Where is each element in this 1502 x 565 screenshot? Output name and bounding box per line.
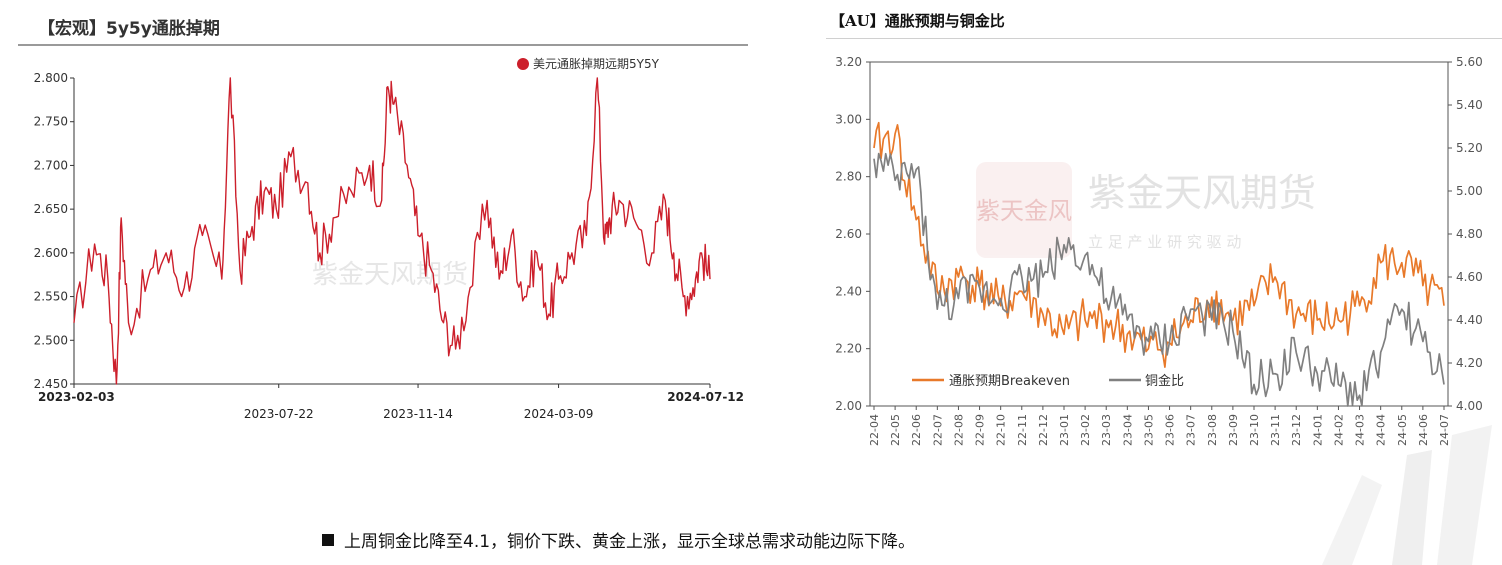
- footer-note-text: 上周铜金比降至4.1，铜价下跌、黄金上涨，显示全球总需求动能边际下降。: [344, 532, 916, 552]
- right-x-tick-label: 24-02: [1332, 414, 1345, 446]
- right-x-tick-label: 23-11: [1269, 414, 1282, 446]
- right-x-tick-label: 22-07: [931, 414, 944, 446]
- right-left-y-tick-label: 2.20: [835, 342, 862, 356]
- right-watermark: 紫金天风期货: [1088, 171, 1316, 215]
- right-x-tick-label: 23-12: [1290, 414, 1303, 446]
- left-x-tick-label: 2023-11-14: [383, 407, 453, 421]
- right-x-tick-label: 24-05: [1396, 414, 1409, 446]
- right-right-y-tick-label: 5.00: [1456, 184, 1483, 198]
- right-chart-panel: 【AU】通胀预期与铜金比 紫天金风 紫金天风期货 立 足 产 业 研 究 驱 动…: [822, 4, 1502, 464]
- right-right-y-tick-label: 4.20: [1456, 356, 1483, 370]
- right-chart-svg: 紫天金风 紫金天风期货 立 足 产 业 研 究 驱 动 2.00 2.20 2.40…: [835, 55, 1483, 446]
- right-x-tick-label: 23-03: [1100, 414, 1113, 446]
- right-right-y-tick-label: 4.40: [1456, 313, 1483, 327]
- left-watermark: 紫金天风期货: [312, 260, 468, 290]
- right-left-y-tick-label: 2.80: [835, 170, 862, 184]
- left-x-tick-label: 2023-07-22: [244, 407, 314, 421]
- right-left-y-tick-label: 2.00: [835, 399, 862, 413]
- left-series-line: [73, 77, 711, 385]
- right-left-y-tick-label: 3.20: [835, 55, 862, 69]
- left-y-tick-label: 2.450: [34, 377, 68, 391]
- right-x-tick-label: 24-01: [1311, 414, 1324, 446]
- right-x-tick-label: 23-10: [1248, 414, 1261, 446]
- right-x-tick-label: 24-04: [1375, 414, 1388, 446]
- right-x-tick-label: 23-04: [1121, 414, 1134, 446]
- left-x-tick-label: 2023-02-03: [38, 390, 115, 404]
- left-y-tick-label: 2.550: [34, 290, 68, 304]
- right-right-y-tick-label: 5.20: [1456, 141, 1483, 155]
- left-y-tick-label: 2.600: [34, 246, 68, 260]
- right-legend-label-a: 通胀预期Breakeven: [949, 374, 1070, 389]
- right-watermark-sub: 立 足 产 业 研 究 驱 动: [1088, 233, 1241, 251]
- right-right-y-tick-label: 4.00: [1456, 399, 1483, 413]
- left-y-tick-label: 2.800: [34, 71, 68, 85]
- right-x-tick-label: 23-07: [1185, 414, 1198, 446]
- right-x-tick-label: 23-01: [1058, 414, 1071, 446]
- right-left-y-tick-label: 2.40: [835, 284, 862, 298]
- right-left-y-tick-label: 2.60: [835, 227, 862, 241]
- left-x-tick-label: 2024-03-09: [524, 407, 594, 421]
- right-seal-text: 紫天金风: [976, 197, 1072, 225]
- left-y-tick-label: 2.650: [34, 202, 68, 216]
- right-x-tick-label: 22-08: [952, 414, 965, 446]
- right-right-y-tick-label: 4.80: [1456, 227, 1483, 241]
- right-x-tick-label: 24-07: [1438, 414, 1451, 446]
- left-chart-title: 【宏观】5y5y通胀掉期: [38, 19, 220, 39]
- right-right-y-tick-label: 5.40: [1456, 98, 1483, 112]
- right-x-tick-label: 22-10: [995, 414, 1008, 446]
- left-y-tick-label: 2.750: [34, 115, 68, 129]
- footer-note: 上周铜金比降至4.1，铜价下跌、黄金上涨，显示全球总需求动能边际下降。: [322, 527, 915, 552]
- right-left-y-tick-label: 3.00: [835, 112, 862, 126]
- left-title-divider: [18, 44, 748, 46]
- right-x-tick-label: 22-04: [868, 414, 881, 446]
- left-y-tick-label: 2.500: [34, 333, 68, 347]
- right-x-tick-label: 22-09: [974, 414, 987, 446]
- right-x-tick-label: 22-06: [910, 414, 923, 446]
- right-watermark-seal: 紫天金风: [976, 162, 1072, 258]
- right-x-tick-label: 24-03: [1354, 414, 1367, 446]
- right-x-tick-label: 24-06: [1417, 414, 1430, 446]
- left-legend-label: 美元通胀掉期远期5Y5Y: [533, 57, 660, 71]
- left-chart-svg: 紫金天风期货 2.450 2.500 2.550 2.600 2.650 2.700 2.7…: [34, 57, 744, 421]
- left-legend-marker: [517, 58, 529, 70]
- right-x-tick-label: 22-11: [1016, 414, 1029, 446]
- right-x-tick-label: 23-05: [1142, 414, 1155, 446]
- left-chart-panel: 【宏观】5y5y通胀掉期 紫金天风期货 2.450 2.500 2.550 2.600…: [18, 8, 750, 438]
- right-chart-title: 【AU】通胀预期与铜金比: [830, 12, 1005, 30]
- corner-brush-watermark: [1322, 425, 1492, 565]
- left-y-tick-label: 2.700: [34, 158, 68, 172]
- right-right-y-tick-label: 4.60: [1456, 270, 1483, 284]
- right-x-tick-label: 23-06: [1164, 414, 1177, 446]
- right-legend-label-b: 铜金比: [1145, 373, 1184, 389]
- right-x-tick-label: 23-08: [1206, 414, 1219, 446]
- right-right-y-tick-label: 5.60: [1456, 55, 1483, 69]
- right-x-tick-label: 22-05: [889, 414, 902, 446]
- right-x-tick-label: 23-02: [1079, 414, 1092, 446]
- left-x-tick-label: 2024-07-12: [667, 390, 744, 404]
- footer-bullet-icon: [322, 534, 334, 546]
- right-x-tick-label: 22-12: [1037, 414, 1050, 446]
- right-title-divider: [826, 38, 1502, 39]
- right-series-copper-gold-line: [873, 152, 1445, 407]
- right-x-tick-label: 23-09: [1227, 414, 1240, 446]
